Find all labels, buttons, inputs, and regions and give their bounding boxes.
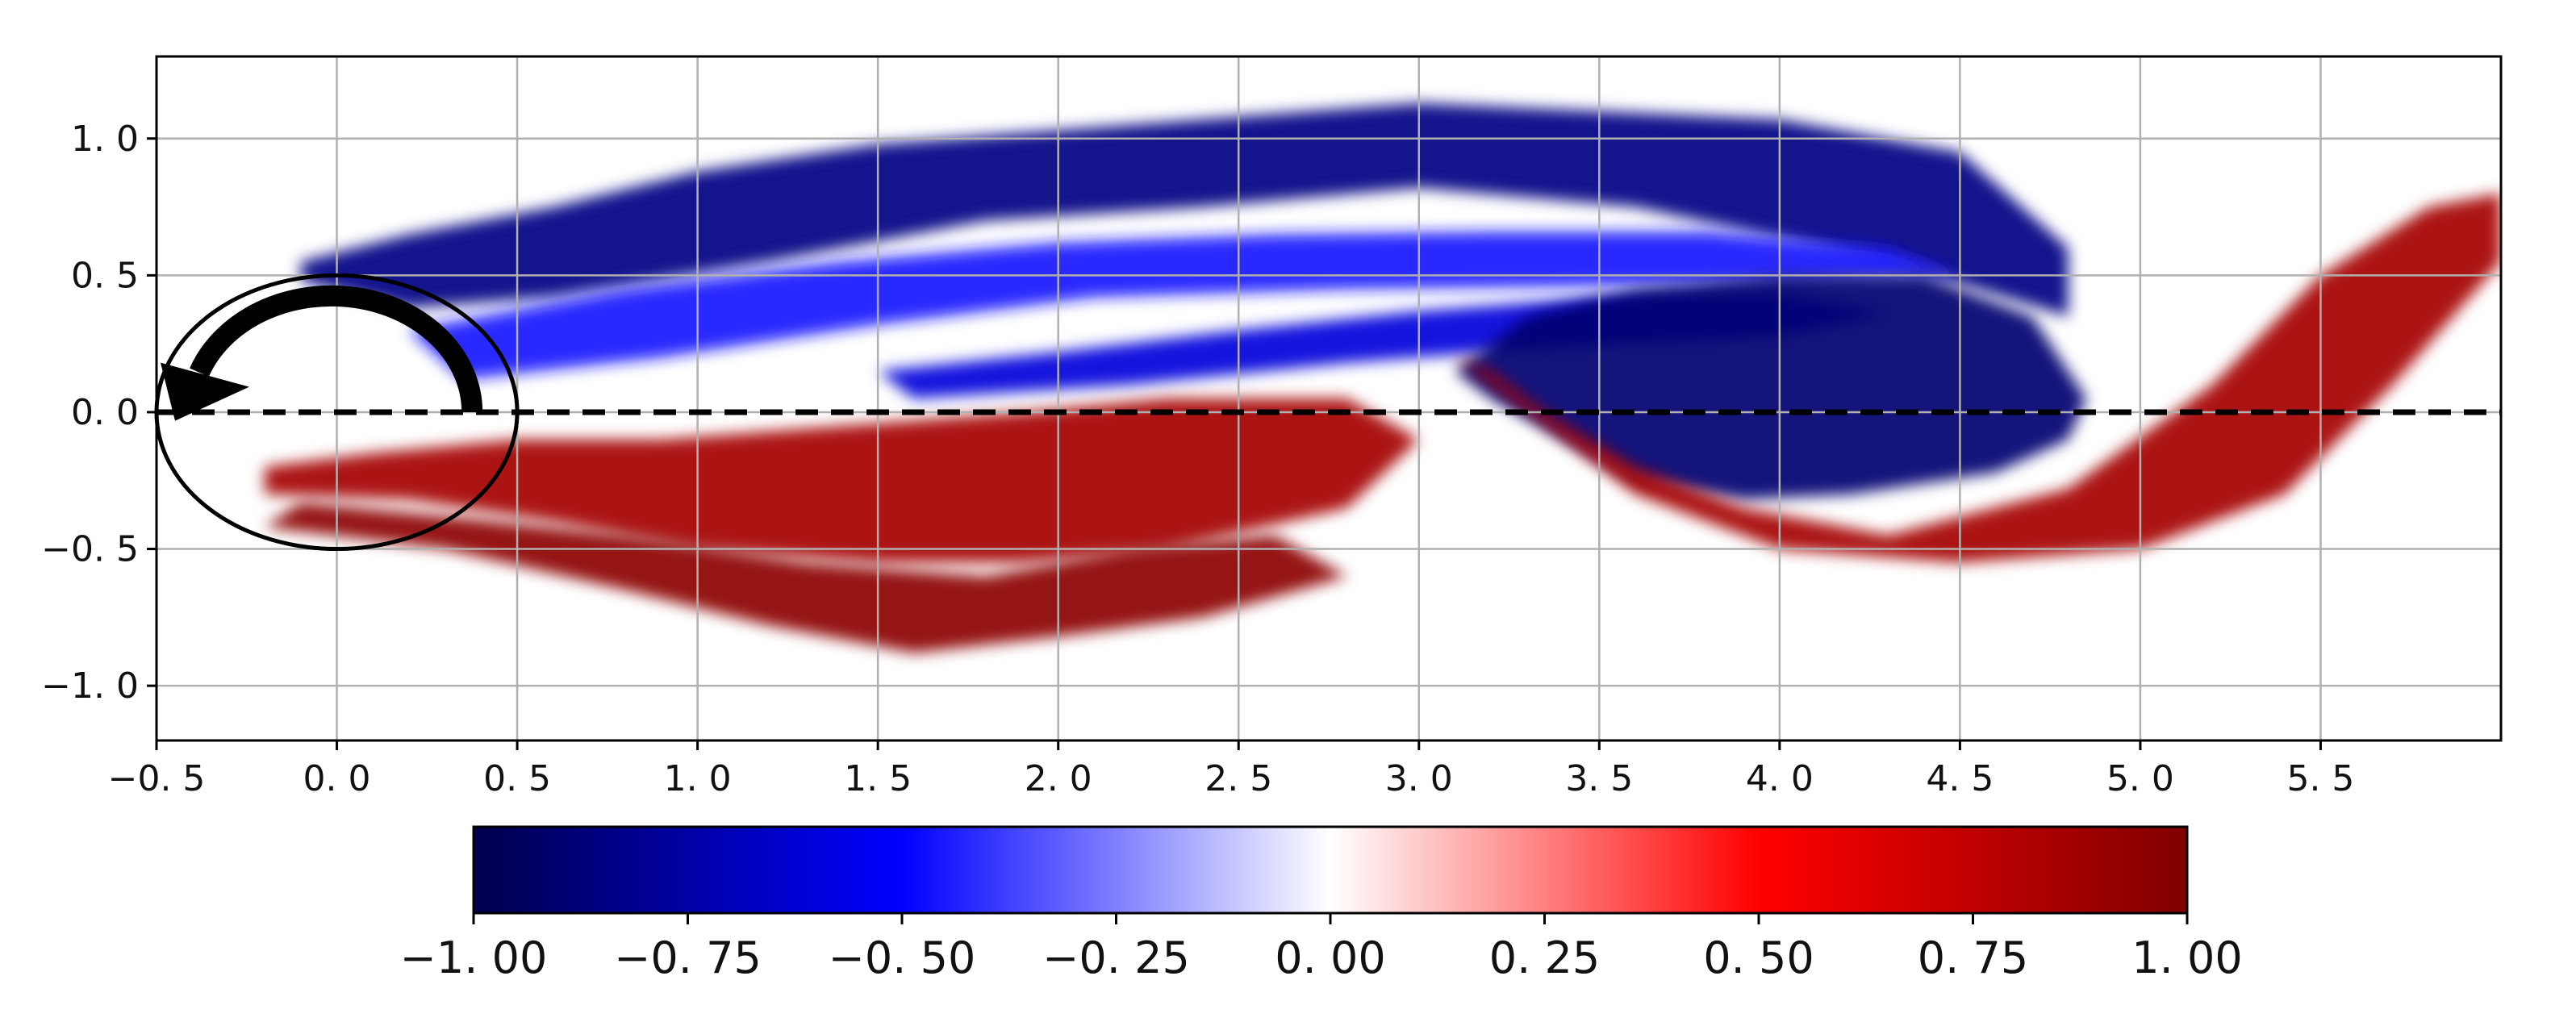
colorbar-tick-label: 0. 50 — [1703, 932, 1814, 983]
region-upper-shear-layer — [300, 102, 2069, 317]
x-tick-label: 3. 0 — [1385, 758, 1453, 799]
rotation-arrow-head — [160, 362, 249, 421]
x-tick-label: 0. 5 — [483, 758, 551, 799]
y-tick-label: 1. 0 — [71, 119, 139, 160]
colorbar-tick-label: −0. 25 — [1042, 932, 1190, 983]
region-shed-vortex-blue — [1455, 275, 2086, 500]
x-tick-label: 3. 5 — [1565, 758, 1633, 799]
colorbar-tick-label: −1. 00 — [400, 932, 548, 983]
x-tick-label: 5. 5 — [2286, 758, 2354, 799]
region-lower-shear-layer — [265, 398, 1419, 563]
x-tick-label: 5. 0 — [2106, 758, 2174, 799]
y-tick-label: −0. 5 — [41, 529, 139, 570]
region-downstream-red-lobe — [1455, 193, 2501, 563]
colorbar-bar — [472, 825, 2189, 915]
region-lower-outer-edge — [265, 502, 1347, 653]
colorbar-tick-label: −0. 50 — [829, 932, 976, 983]
x-tick-label: −0. 5 — [108, 758, 206, 799]
y-tick-label: −1. 0 — [41, 665, 139, 707]
x-tick-label: 0. 0 — [303, 758, 371, 799]
plot-frame — [155, 55, 2503, 742]
x-tick-label: 4. 5 — [1926, 758, 1994, 799]
vorticity-field — [265, 102, 2501, 653]
y-axis-ticks: 1. 0 0. 5 0. 0 −0. 5 −1. 0 — [41, 119, 157, 707]
colorbar-tick-label: 0. 75 — [1918, 932, 2028, 983]
colorbar-tick-label: −0. 75 — [614, 932, 762, 983]
colorbar: −1. 00 −0. 75 −0. 50 −0. 25 0. 00 0. 25 0. 50 0… — [400, 825, 2243, 983]
rotation-arrow-arc — [190, 285, 483, 413]
x-axis-ticks: −0. 5 0. 0 0. 5 1. 0 1. 5 2. 0 2. 5 3. 0 3. 5 4. … — [108, 740, 2354, 799]
y-tick-label: 0. 0 — [71, 392, 139, 433]
x-tick-label: 1. 0 — [664, 758, 732, 799]
x-tick-label: 1. 5 — [844, 758, 912, 799]
region-upper-recirculation-band — [409, 232, 1960, 380]
colorbar-tick-label: 1. 00 — [2131, 932, 2242, 983]
colorbar-tick-label: 0. 25 — [1489, 932, 1600, 983]
x-tick-label: 2. 0 — [1025, 758, 1092, 799]
x-tick-label: 4. 0 — [1746, 758, 1814, 799]
y-tick-label: 0. 5 — [71, 255, 139, 296]
x-tick-label: 2. 5 — [1204, 758, 1272, 799]
colorbar-tick-label: 0. 00 — [1275, 932, 1385, 983]
colorbar-ticks: −1. 00 −0. 75 −0. 50 −0. 25 0. 00 0. 25 0. 50 0… — [400, 913, 2243, 983]
overlay-annotations — [154, 273, 2501, 552]
